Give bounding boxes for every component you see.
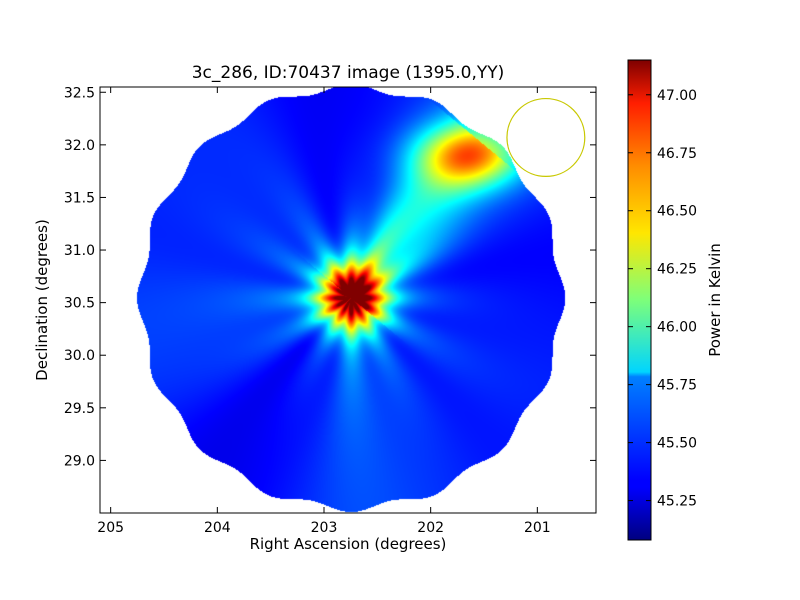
colorbar-tick-label: 45.25 — [657, 494, 697, 510]
colorbar-tick-label: 46.50 — [657, 204, 697, 220]
y-tick-label: 30.0 — [64, 348, 95, 364]
y-tick-label: 32.5 — [64, 85, 95, 101]
x-tick-label: 201 — [524, 520, 551, 536]
colorbar-tick-label: 46.25 — [657, 262, 697, 278]
colorbar-label: Power in Kelvin — [706, 243, 724, 357]
colorbar-tick-label: 46.00 — [657, 320, 697, 336]
x-axis-label: Right Ascension (degrees) — [250, 535, 447, 553]
plot-area: 205 204 203 202 201 29.0 29.5 30.0 30.5 31.0 31.5… — [64, 85, 597, 536]
y-tick-label: 32.0 — [64, 138, 95, 154]
colorbar-tick-label: 47.00 — [657, 88, 697, 104]
colorbar-tick-label: 45.75 — [657, 378, 697, 394]
y-axis-ticks: 29.0 29.5 30.0 30.5 31.0 31.5 32.0 32.5 — [64, 85, 596, 469]
x-tick-label: 202 — [417, 520, 444, 536]
x-axis-ticks: 205 204 203 202 201 — [97, 87, 551, 536]
y-tick-label: 29.0 — [64, 453, 95, 469]
colorbar-tick-label: 45.50 — [657, 436, 697, 452]
heatmap-image — [100, 87, 596, 513]
marker-circle — [506, 97, 586, 178]
colorbar-ticks: 45.25 45.50 45.75 46.00 46.25 46.50 46.75 47.00 — [628, 88, 697, 510]
y-axis-label: Declination (degrees) — [33, 219, 51, 381]
chart-title: 3c_286, ID:70437 image (1395.0,YY) — [192, 63, 505, 83]
x-tick-label: 205 — [97, 520, 124, 536]
y-tick-label: 29.5 — [64, 401, 95, 417]
x-tick-label: 203 — [311, 520, 338, 536]
x-tick-label: 204 — [204, 520, 231, 536]
colorbar-gradient — [627, 59, 652, 541]
y-tick-label: 31.0 — [64, 243, 95, 259]
y-tick-label: 31.5 — [64, 190, 95, 206]
y-tick-label: 30.5 — [64, 296, 95, 312]
plot-frame — [99, 86, 597, 514]
colorbar-tick-label: 46.75 — [657, 146, 697, 162]
colorbar: 45.25 45.50 45.75 46.00 46.25 46.50 46.75 47.00… — [627, 59, 724, 541]
